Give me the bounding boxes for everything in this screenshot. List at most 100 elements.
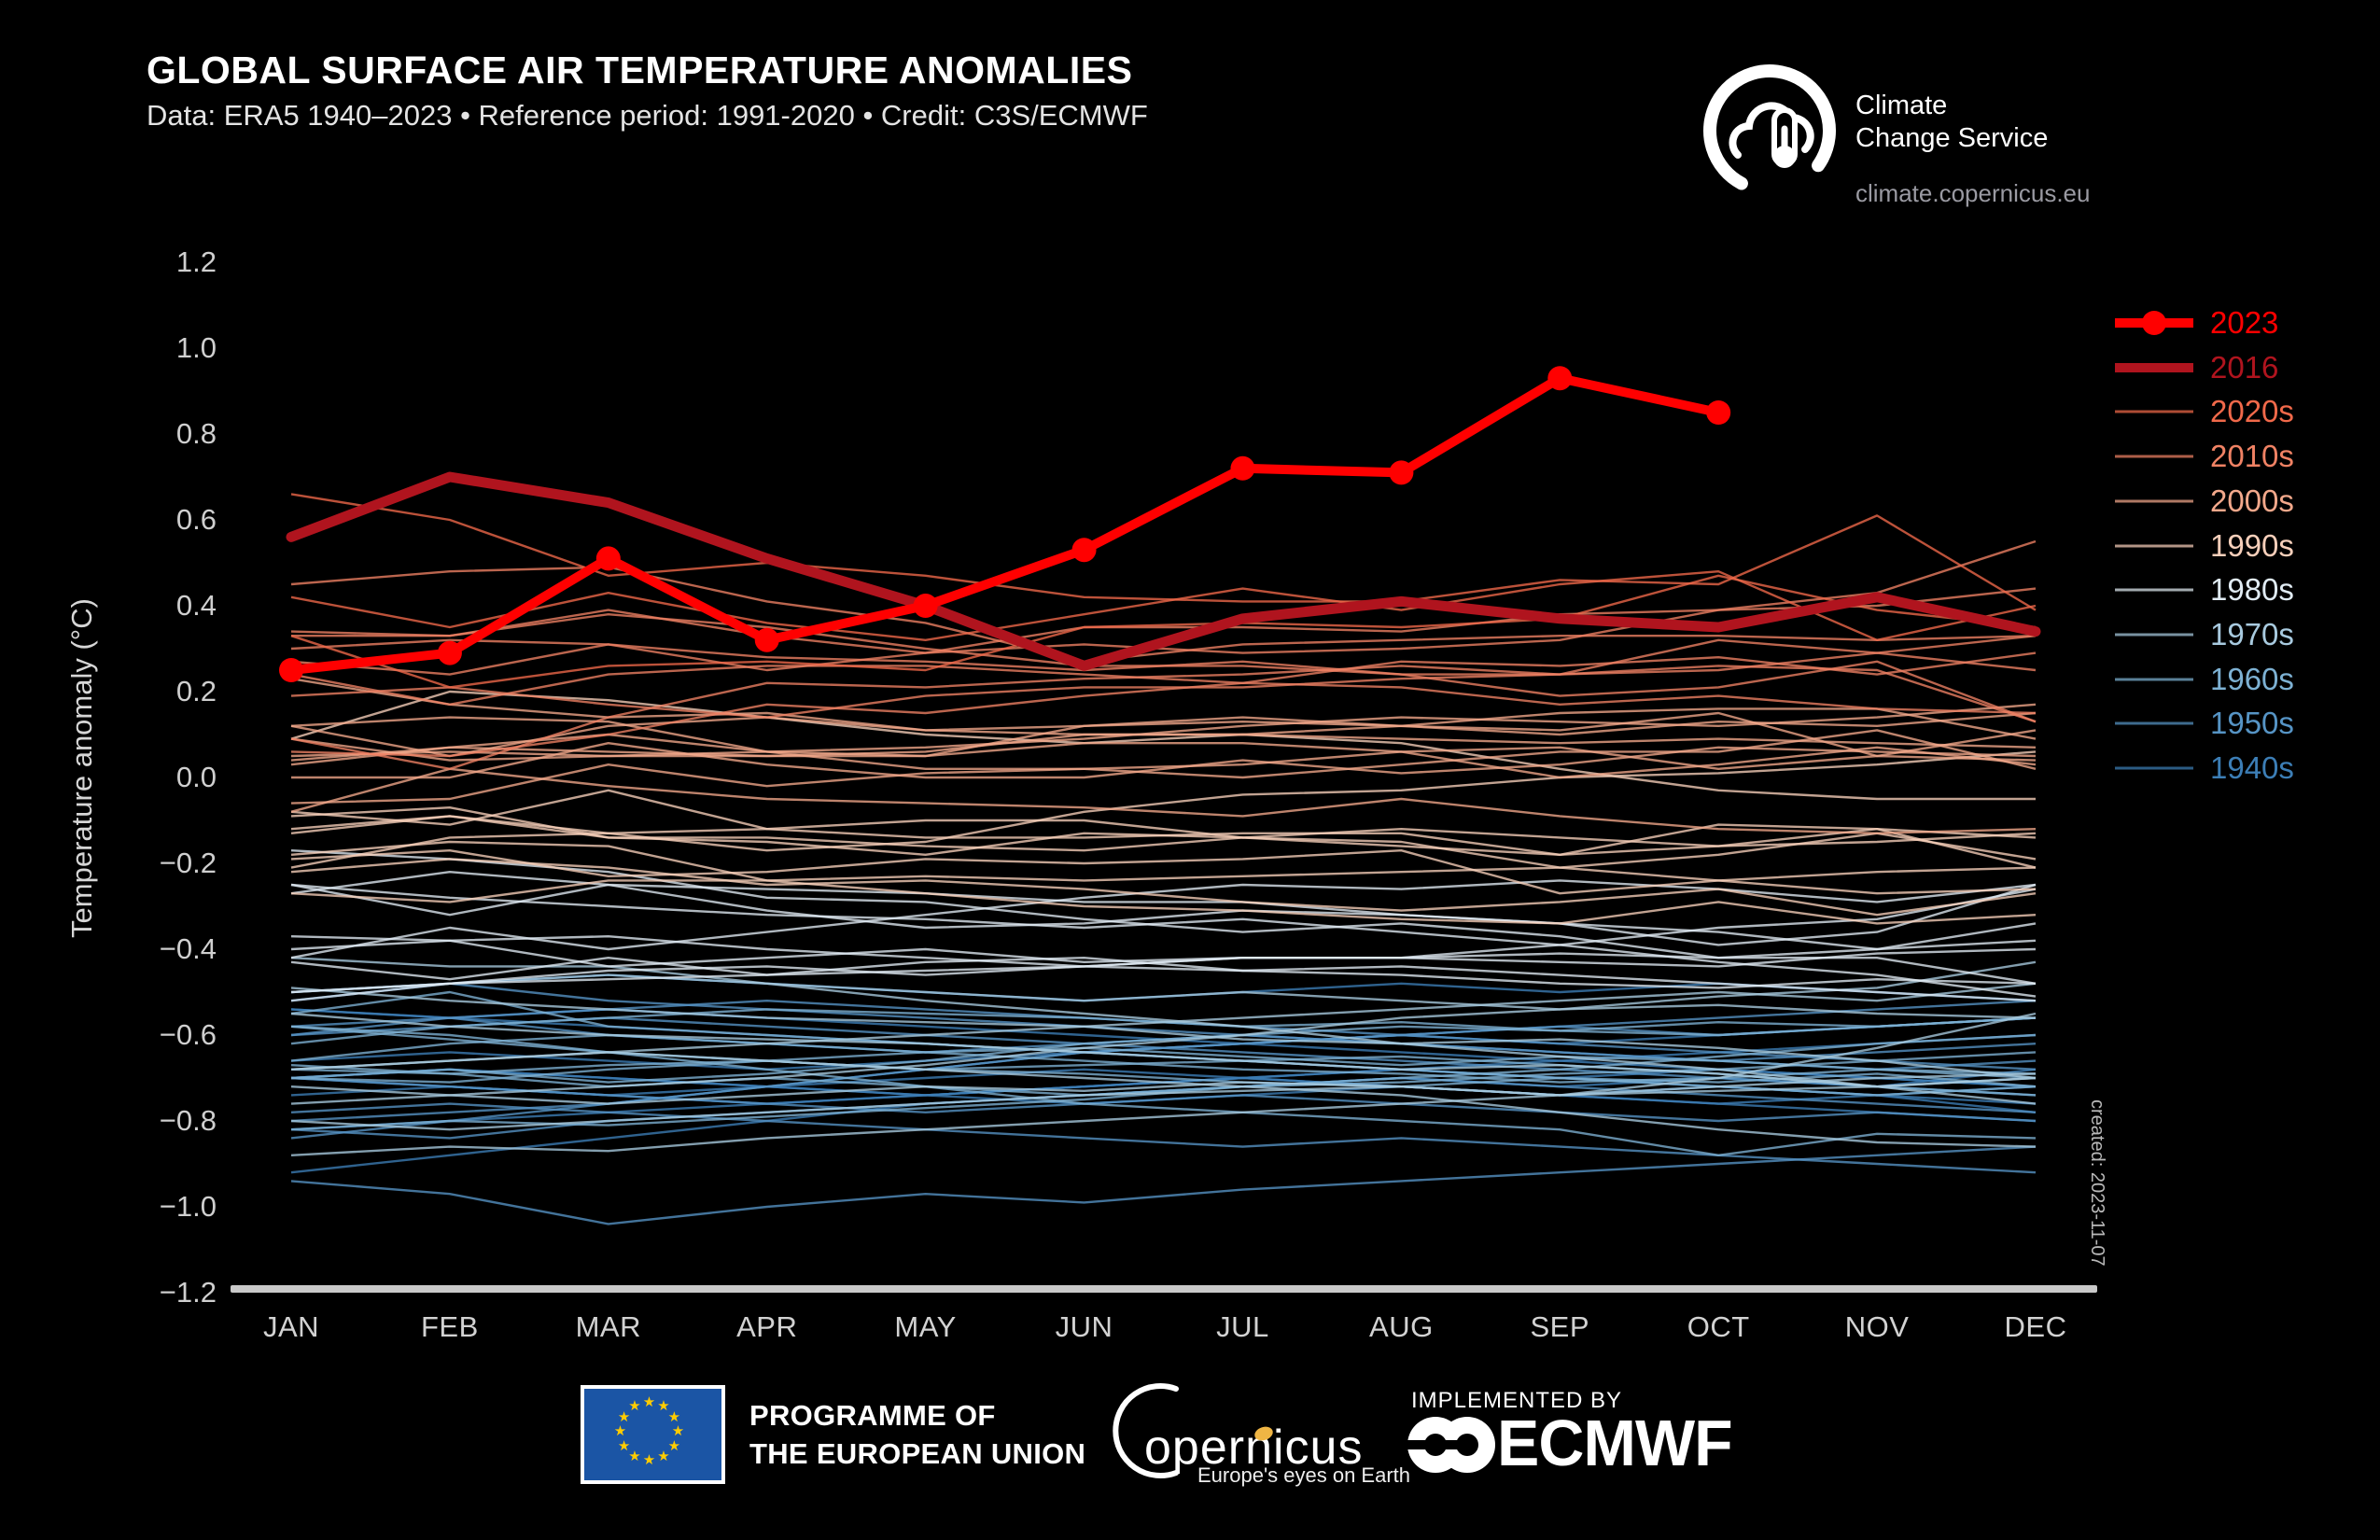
1950s-line-1952: [290, 1016, 2037, 1071]
series-2023-marker-JUN: [1071, 538, 1097, 563]
eu-flag-star: ★: [657, 1398, 670, 1415]
2000s-line-2001: [290, 746, 2037, 805]
x-tick-label-FEB: FEB: [421, 1310, 479, 1343]
y-tick-label: 0.0: [175, 761, 217, 793]
1970s-line-1976: [290, 1012, 2037, 1156]
chart-lines-layer: [279, 366, 2041, 1225]
x-tick-label-MAR: MAR: [575, 1310, 641, 1343]
y-tick-label: 0.8: [175, 417, 217, 450]
1950s-line-1954: [290, 1076, 2037, 1123]
2010s-line-2013: [290, 651, 2037, 719]
eu-programme-line1: PROGRAMME OF: [749, 1399, 996, 1432]
legend-swatch-1950s: [2115, 721, 2193, 725]
x-tick-label-DEC: DEC: [2004, 1310, 2067, 1343]
y-tick-label: −0.8: [159, 1104, 217, 1137]
legend-item-1990s: 1990s: [2113, 527, 2294, 565]
legend-label-2020s: 2020s: [2210, 394, 2294, 429]
x-axis-line: [231, 1285, 2097, 1293]
x-tick-label-JUL: JUL: [1216, 1310, 1269, 1343]
x-tick-label-APR: APR: [736, 1310, 798, 1343]
implemented-by-label: IMPLEMENTED BY: [1411, 1388, 1623, 1413]
1980s-line-1983: [290, 849, 2037, 985]
1990s-line-1998: [290, 690, 2036, 801]
series-2023-line: [287, 373, 1724, 675]
chart-legend: 2023 2016 2020s 2010s 2000s 1990s 1980s 1970s 19…: [2113, 304, 2380, 799]
eu-flag: ★ ★ ★ ★ ★ ★ ★ ★ ★ ★ ★ ★: [581, 1385, 725, 1484]
legend-swatch-2010s: [2115, 455, 2193, 458]
1970s-line-1970: [290, 987, 2037, 1080]
eu-flag-star: ★: [617, 1408, 631, 1425]
2010s-line-2011: [290, 681, 2037, 758]
1990s-line-1991: [290, 815, 2037, 895]
legend-swatch-2000s: [2115, 499, 2193, 503]
eu-flag-star: ★: [667, 1437, 681, 1454]
2010s-line-2018: [290, 635, 2037, 676]
1950s-line-1955: [290, 1102, 2037, 1174]
1950s-line-1953: [290, 999, 2037, 1071]
1990s-line-1992: [290, 840, 2037, 925]
1980s-line-1988: [290, 883, 2037, 998]
series-2023-marker-JAN: [279, 658, 303, 682]
2000s-line-2002: [290, 716, 2037, 770]
1980s-line-1986: [290, 935, 2037, 989]
x-tick-label-NOV: NOV: [1844, 1310, 1910, 1343]
eu-flag-star: ★: [628, 1398, 641, 1415]
eu-flag-star: ★: [642, 1394, 656, 1410]
ecmwf-wordmark: ECMWF: [1497, 1407, 1733, 1479]
created-date-note: created: 2023-11-07: [2087, 1099, 2107, 1267]
1990s-line-1994: [290, 832, 2037, 903]
y-tick-label: −1.0: [159, 1190, 217, 1223]
x-tick-label-OCT: OCT: [1687, 1310, 1750, 1343]
1970s-line-1971: [290, 1072, 2037, 1105]
series-2023-marker-MAY: [913, 594, 938, 618]
eu-flag-star: ★: [671, 1423, 685, 1439]
y-tick-label: 1.2: [175, 245, 217, 278]
2000s-line-2000: [290, 767, 2037, 834]
eu-flag-star: ★: [613, 1423, 627, 1439]
2010s-line-2017: [290, 566, 2037, 663]
c3s-logo-line1: Climate: [1855, 91, 1948, 120]
1980s-line-1989: [290, 939, 2037, 1002]
1980s-line-1984: [290, 956, 2037, 1002]
legend-label-1990s: 1990s: [2210, 527, 2294, 563]
eu-programme-line2: THE EUROPEAN UNION: [749, 1437, 1086, 1470]
c3s-logo-url: climate.copernicus.eu: [1855, 179, 2091, 207]
legend-item-2023: 2023: [2113, 304, 2278, 342]
legend-item-2010s: 2010s: [2113, 438, 2294, 475]
eu-flag-star: ★: [617, 1437, 631, 1454]
x-tick-label-JAN: JAN: [262, 1310, 320, 1343]
legend-item-1970s: 1970s: [2113, 616, 2294, 653]
eu-flag-star: ★: [642, 1452, 656, 1468]
series-2023-marker-AUG: [1389, 460, 1414, 485]
legend-item-2020s: 2020s: [2113, 393, 2294, 430]
copernicus-wordmark: opernicus: [1144, 1421, 1363, 1475]
1970s-line-1972: [290, 960, 2037, 1105]
c3s-logo-text: Climate Change Service: [1855, 90, 2048, 155]
series-2023-marker-FEB: [437, 640, 462, 665]
2000s-line-2008: [291, 742, 2037, 779]
1990s-line-1999: [290, 806, 2037, 856]
y-tick-label: −1.2: [159, 1276, 217, 1309]
2000s-line-2007: [290, 678, 2037, 749]
1990s-line-1996: [290, 849, 2037, 895]
series-2023-marker-OCT: [1706, 400, 1731, 425]
legend-swatch-1980s: [2115, 588, 2193, 592]
2020s-line-2020: [290, 493, 2037, 611]
x-tick-label-MAY: MAY: [894, 1310, 957, 1343]
2000s-line-2006: [290, 711, 2037, 766]
legend-label-1940s: 1940s: [2210, 750, 2294, 785]
legend-item-1960s: 1960s: [2113, 661, 2294, 698]
1960s-line-1961: [290, 1033, 2037, 1080]
2010s-line-2015: [290, 539, 2037, 672]
y-tick-label: −0.2: [159, 847, 217, 879]
y-tick-label: 0.4: [175, 589, 217, 622]
y-tick-label: −0.6: [159, 1018, 217, 1051]
1950s-line-1958: [290, 982, 2037, 1062]
legend-label-2010s: 2010s: [2210, 439, 2294, 474]
1940s-line-1941: [290, 1016, 2037, 1071]
legend-label-1950s: 1950s: [2210, 706, 2294, 741]
chart-subtitle: Data: ERA5 1940–2023 • Reference period:…: [147, 99, 1148, 132]
ecmwf-icon: [1407, 1417, 1495, 1473]
